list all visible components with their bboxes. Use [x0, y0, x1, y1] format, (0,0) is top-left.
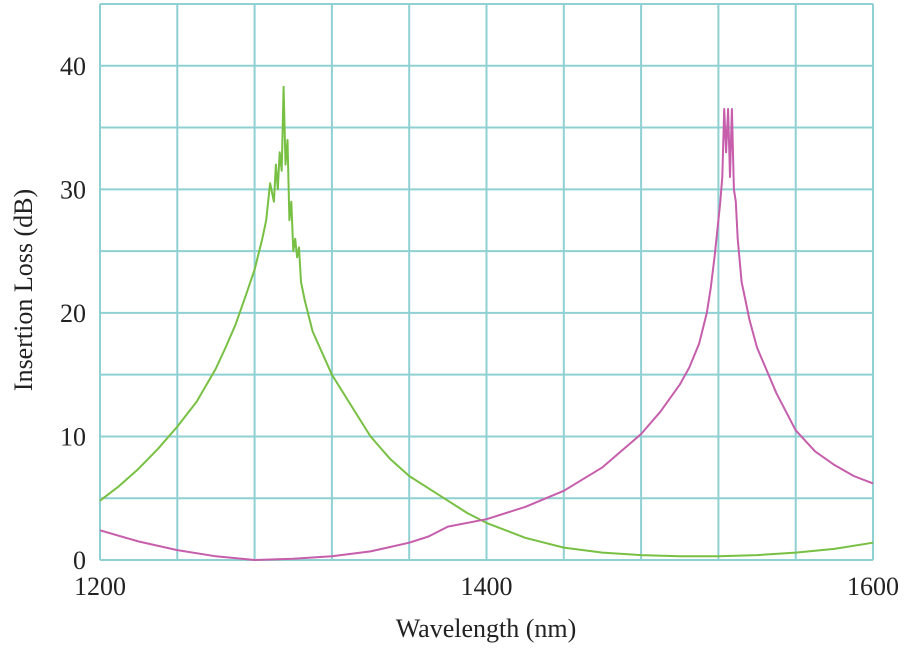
- series-line-2: [99, 108, 874, 561]
- series-layer: [99, 85, 874, 561]
- x-tick-label: 1200: [74, 572, 126, 601]
- y-tick-label: 10: [60, 422, 86, 451]
- y-axis-title: Insertion Loss (dB): [9, 189, 38, 391]
- y-tick-label: 30: [60, 175, 86, 204]
- x-tick-label: 1600: [847, 572, 899, 601]
- x-tick-label: 1400: [461, 572, 513, 601]
- series-line-1: [99, 85, 874, 558]
- grid: [99, 3, 874, 561]
- y-tick-label: 0: [73, 546, 86, 575]
- y-tick-label: 40: [60, 52, 86, 81]
- tick-labels: 1200 1400 1600 0 10 20 30 40: [60, 52, 899, 601]
- y-tick-label: 20: [60, 299, 86, 328]
- x-axis-title: Wavelength (nm): [396, 614, 577, 643]
